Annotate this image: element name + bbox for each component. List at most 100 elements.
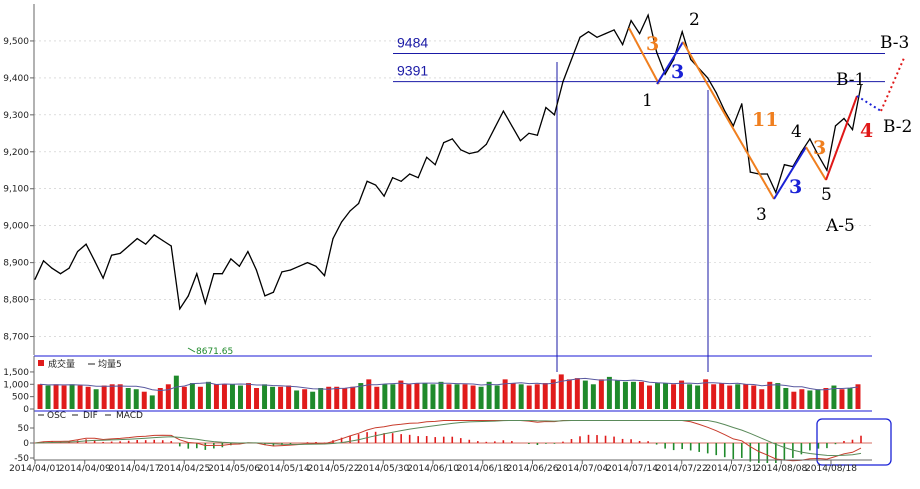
- dif-legend-label: DIF: [83, 411, 98, 421]
- volume-bar: [53, 384, 59, 409]
- volume-bar: [719, 383, 725, 409]
- volume-bar: [847, 388, 853, 409]
- macd-osc-bar: [613, 436, 615, 443]
- volume-bar: [470, 385, 476, 409]
- wave-label-3-orange-top: 3: [646, 33, 659, 55]
- macd-osc-bar: [809, 443, 811, 451]
- macd-osc-bar: [562, 441, 564, 443]
- x-tick-label: 2014/05/14: [258, 464, 310, 474]
- price-point: [562, 80, 564, 83]
- volume-bar: [406, 384, 412, 409]
- volume-bar: [494, 385, 500, 409]
- price-point: [196, 273, 198, 275]
- macd-osc-bar: [528, 443, 530, 445]
- price-point: [766, 173, 768, 175]
- volume-bar: [181, 386, 187, 409]
- volume-bar: [310, 391, 316, 409]
- macd-osc-bar: [681, 443, 683, 450]
- price-point: [306, 262, 309, 264]
- price-point: [392, 177, 394, 179]
- volume-bar: [735, 384, 741, 409]
- price-point: [102, 277, 104, 279]
- volume-bar: [638, 381, 644, 409]
- price-point: [647, 14, 649, 16]
- avg-legend-label: 均量5: [98, 358, 122, 370]
- volume-bar: [342, 388, 348, 409]
- volume-bar: [101, 385, 107, 409]
- volume-bar: [229, 384, 235, 409]
- volume-bar: [334, 386, 340, 409]
- macd-osc-bar: [672, 443, 675, 451]
- x-tick-label: 2014/07/31: [706, 464, 758, 474]
- price-y-label: 8,700: [3, 333, 29, 343]
- wave-label-a5: A-5: [825, 216, 855, 236]
- price-point: [357, 202, 360, 205]
- macd-osc-bar: [119, 441, 121, 443]
- price-y-label: 9,400: [3, 74, 29, 84]
- macd-osc-bar: [477, 441, 479, 443]
- price-point: [375, 184, 377, 186]
- price-point: [42, 260, 45, 262]
- price-point: [834, 125, 837, 127]
- price-point: [741, 103, 743, 105]
- volume-bars: [37, 374, 861, 409]
- x-tick-label: 2014/06/10: [407, 464, 459, 474]
- volume-bar: [582, 380, 588, 409]
- volume-bar: [614, 380, 620, 409]
- volume-bar: [374, 386, 380, 409]
- volume-bar: [37, 384, 43, 409]
- price-point: [162, 239, 164, 242]
- volume-bar: [606, 376, 612, 409]
- volume-bar: [205, 381, 211, 409]
- volume-bar: [438, 381, 444, 409]
- volume-bar: [157, 388, 163, 409]
- price-point: [681, 31, 683, 33]
- volume-bar: [318, 388, 324, 409]
- price-point: [187, 295, 189, 297]
- volume-bar: [823, 388, 829, 409]
- macd-osc-bar: [383, 433, 385, 443]
- macd-osc-bar: [715, 443, 718, 456]
- macd-legend: OSC DIF MACD: [38, 411, 143, 421]
- macd-osc-bar: [800, 443, 803, 455]
- macd-osc-bar: [553, 443, 556, 444]
- macd-osc-bars: [42, 431, 862, 463]
- price-point: [68, 267, 70, 269]
- wave-label-5: 5: [821, 185, 832, 205]
- volume-bar: [791, 391, 797, 409]
- macd-osc-bar: [357, 434, 360, 443]
- price-point: [519, 140, 521, 142]
- price-point: [630, 20, 632, 22]
- price-point: [587, 31, 590, 33]
- price-point: [298, 265, 300, 267]
- wave-orange-c: [805, 146, 827, 181]
- volume-legend: 成交量 均量5: [38, 358, 122, 370]
- reference-line-label: 9391: [397, 63, 428, 79]
- volume-bar: [671, 384, 677, 409]
- macd-osc-bar: [511, 441, 513, 443]
- macd-osc-bar: [170, 441, 173, 443]
- volume-bar: [630, 381, 636, 409]
- volume-bar: [390, 384, 396, 409]
- volume-y-label: 1,500: [3, 368, 29, 378]
- macd-signal-line: [34, 420, 862, 457]
- price-point: [707, 77, 709, 79]
- x-tick-label: 2014/07/14: [606, 464, 658, 474]
- price-point: [34, 278, 36, 280]
- macd-osc-bar: [264, 443, 266, 446]
- volume-bar: [743, 384, 749, 409]
- macd-osc-bar: [110, 441, 113, 443]
- volume-bar: [807, 390, 813, 409]
- price-point: [809, 138, 811, 140]
- price-point: [111, 254, 113, 256]
- macd-osc-bar: [127, 440, 130, 443]
- macd-osc-bar: [596, 435, 598, 443]
- volume-y-label: 1,000: [3, 380, 29, 390]
- price-point: [51, 267, 53, 269]
- macd-osc-bar: [783, 443, 786, 461]
- volume-bar: [398, 380, 404, 409]
- volume-bar: [462, 384, 468, 409]
- volume-bar: [486, 381, 492, 409]
- macd-osc-bar: [502, 440, 505, 443]
